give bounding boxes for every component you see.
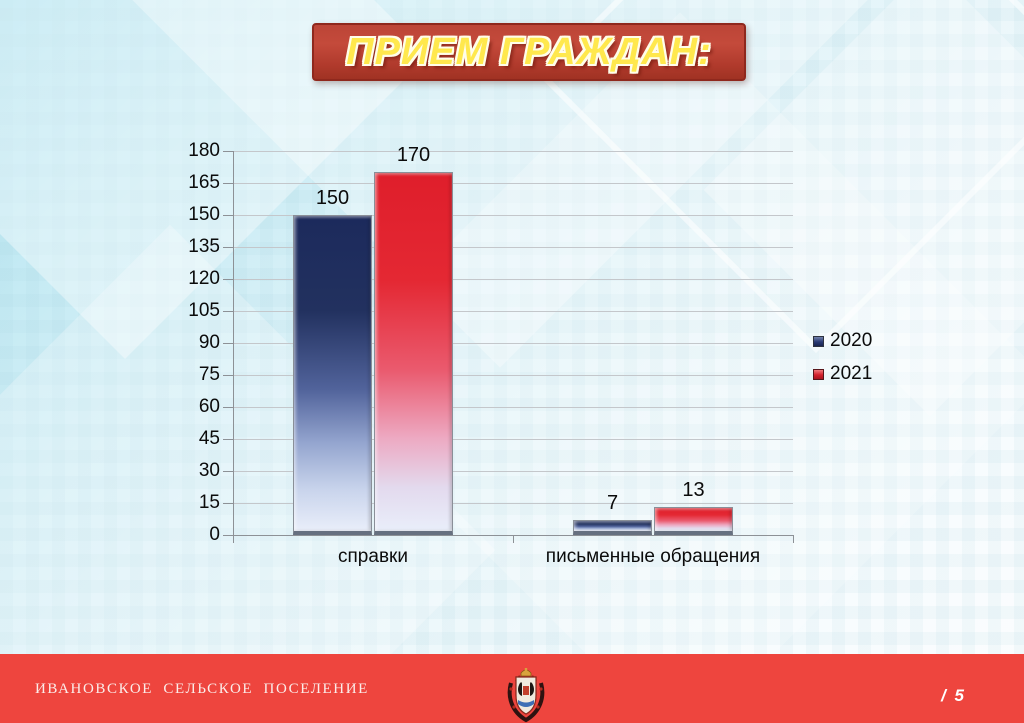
gridline-30 xyxy=(233,471,793,472)
y-axis-tick-120 xyxy=(223,279,233,280)
y-axis-tick-30 xyxy=(223,471,233,472)
y-axis-label-165: 165 xyxy=(188,172,220,193)
y-axis-tick-180 xyxy=(223,151,233,152)
legend-label: 2020 xyxy=(830,330,873,351)
gridline-180 xyxy=(233,151,793,152)
y-axis-tick-45 xyxy=(223,439,233,440)
y-axis-tick-15 xyxy=(223,503,233,504)
gridline-45 xyxy=(233,439,793,440)
bar-2021-category-0 xyxy=(374,172,453,535)
x-axis-tick-1 xyxy=(793,535,794,543)
footer-bar: ИВАНОВСКОЕ СЕЛЬСКОЕ ПОСЕЛЕНИЕ / 5 xyxy=(0,654,1024,723)
legend-entry-2021: 2021 xyxy=(813,363,872,385)
y-axis-tick-150 xyxy=(223,215,233,216)
bar-2021-category-1 xyxy=(654,507,733,535)
y-axis-tick-165 xyxy=(223,183,233,184)
coat-of-arms-icon xyxy=(507,668,545,723)
y-axis-tick-135 xyxy=(223,247,233,248)
slide-title-banner: ПРИЕМ ГРАЖДАН: xyxy=(312,23,746,81)
gridline-90 xyxy=(233,343,793,344)
legend-entry-2020: 2020 xyxy=(813,330,872,352)
y-axis-tick-90 xyxy=(223,343,233,344)
y-axis-label-45: 45 xyxy=(198,428,220,449)
legend-label: 2021 xyxy=(830,363,873,384)
y-axis-label-30: 30 xyxy=(198,460,220,481)
y-axis-label-180: 180 xyxy=(188,140,220,161)
y-axis-tick-75 xyxy=(223,375,233,376)
gridline-120 xyxy=(233,279,793,280)
y-axis-label-90: 90 xyxy=(198,332,220,353)
y-axis-label-120: 120 xyxy=(188,268,220,289)
gridline-105 xyxy=(233,311,793,312)
gridline-165 xyxy=(233,183,793,184)
bar-value-label-2020-category-1: 7 xyxy=(606,492,619,515)
y-axis-tick-0 xyxy=(223,535,233,536)
y-axis-label-75: 75 xyxy=(198,364,220,385)
y-axis-label-105: 105 xyxy=(188,300,220,321)
gridline-15 xyxy=(233,503,793,504)
gridline-75 xyxy=(233,375,793,376)
legend-swatch-icon xyxy=(813,335,824,347)
x-axis-category-label-1: письменные обращения xyxy=(545,546,761,567)
chart-legend: 2020 2021 xyxy=(813,330,872,385)
page-number: / 5 xyxy=(941,686,966,705)
x-axis-category-label-0: справки xyxy=(338,546,408,567)
y-axis-label-0: 0 xyxy=(209,524,220,545)
y-axis-label-135: 135 xyxy=(188,236,220,257)
y-axis-tick-60 xyxy=(223,407,233,408)
bar-value-label-2021-category-0: 170 xyxy=(396,144,431,167)
y-axis-tick-105 xyxy=(223,311,233,312)
bar-value-label-2020-category-0: 150 xyxy=(315,187,350,209)
bar-2020-category-1 xyxy=(573,520,652,535)
footer-organization-label: ИВАНОВСКОЕ СЕЛЬСКОЕ ПОСЕЛЕНИЕ xyxy=(35,681,369,697)
x-axis-tick-0 xyxy=(513,535,514,543)
gridline-60 xyxy=(233,407,793,408)
y-axis-line xyxy=(233,151,234,543)
gridline-135 xyxy=(233,247,793,248)
y-axis-label-150: 150 xyxy=(188,204,220,225)
slide-title: ПРИЕМ ГРАЖДАН: xyxy=(346,30,712,73)
bar-value-label-2021-category-1: 13 xyxy=(682,479,705,502)
bar-2020-category-0 xyxy=(293,215,372,535)
y-axis-label-60: 60 xyxy=(198,396,220,417)
y-axis-label-15: 15 xyxy=(198,492,220,513)
legend-swatch-icon xyxy=(813,368,824,380)
gridline-150 xyxy=(233,215,793,216)
